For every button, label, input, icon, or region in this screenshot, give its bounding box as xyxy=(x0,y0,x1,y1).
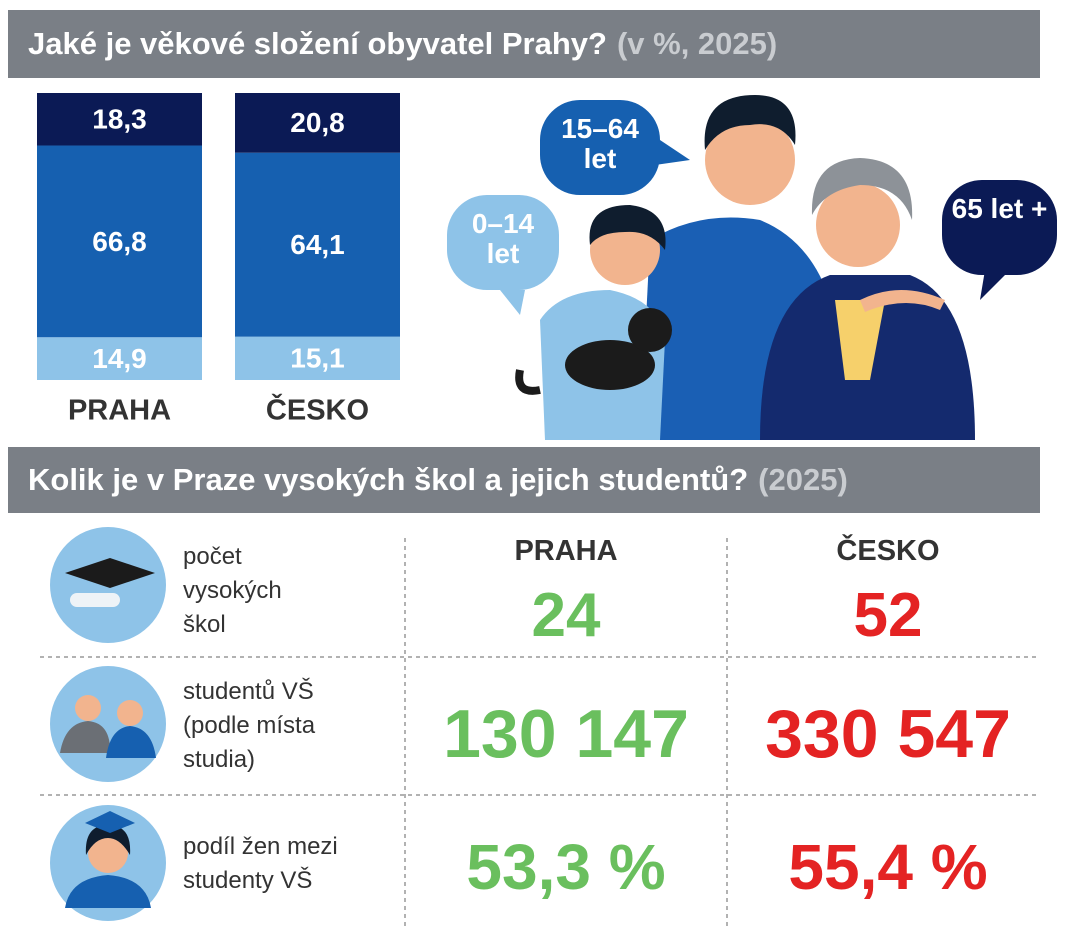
table-value: 55,4 % xyxy=(788,831,988,903)
bar-segment xyxy=(37,93,202,146)
row-label-line: studia) xyxy=(183,746,256,773)
row-label-line: vysokých xyxy=(183,577,282,604)
section-note: (2025) xyxy=(758,462,848,497)
data-label: 64,1 xyxy=(290,229,345,260)
section-title: Kolik je v Praze vysokých škol a jejich … xyxy=(28,462,749,497)
table-decor xyxy=(40,527,1040,930)
illustration xyxy=(500,95,1010,440)
row-label-line: studentů VŠ xyxy=(183,678,314,705)
data-label: 20,8 xyxy=(290,107,345,138)
bar-segment xyxy=(37,337,202,380)
bar-segment xyxy=(235,152,400,337)
chart-title: Jaké je věkové složení obyvatel Prahy? xyxy=(28,26,607,61)
table-value: 52 xyxy=(853,581,923,650)
column-header: PRAHA xyxy=(514,535,618,567)
row-label-line: studenty VŠ xyxy=(183,867,313,894)
table-value: 53,3 % xyxy=(466,831,666,903)
column-header: ČESKO xyxy=(836,535,940,567)
data-label: 18,3 xyxy=(92,104,147,135)
chart-subtitle: (v %, 2025) xyxy=(616,26,778,61)
chart: 14,9 66,8 18,3 PRAHA 15,1 64,1 20,8 ČESKO xyxy=(37,93,1010,440)
header: Jaké je věkové složení obyvatel Prahy? (… xyxy=(8,10,1040,78)
row-label-line: škol xyxy=(183,611,226,638)
table-value: 130 147 xyxy=(443,696,689,772)
row-label-line: (podle místa xyxy=(183,712,316,739)
row-label: studentů VŠ (podle místa studia) xyxy=(183,675,315,777)
legend-entry: 65 let + xyxy=(942,180,1057,275)
header: Kolik je v Praze vysokých škol a jejich … xyxy=(8,447,1040,513)
bar-segment xyxy=(235,336,400,380)
bar-segment xyxy=(37,145,202,338)
legend-entry: 15–64 let xyxy=(540,100,660,195)
table-value: 24 xyxy=(531,581,601,650)
row-label: podíl žen mezi studenty VŠ xyxy=(183,830,338,898)
data-label: 66,8 xyxy=(92,226,147,257)
row-label: počet vysokých škol xyxy=(183,540,282,642)
x-tick-label: ČESKO xyxy=(266,393,369,427)
x-tick-label: PRAHA xyxy=(68,395,171,427)
legend-entry: 0–14 let xyxy=(447,195,559,290)
data-label: 15,1 xyxy=(290,343,345,374)
table-value: 330 547 xyxy=(765,696,1011,772)
bar-segment xyxy=(235,93,400,153)
row-label-line: počet xyxy=(183,543,242,570)
row-label-line: podíl žen mezi xyxy=(183,833,338,860)
data-label: 14,9 xyxy=(92,343,147,374)
